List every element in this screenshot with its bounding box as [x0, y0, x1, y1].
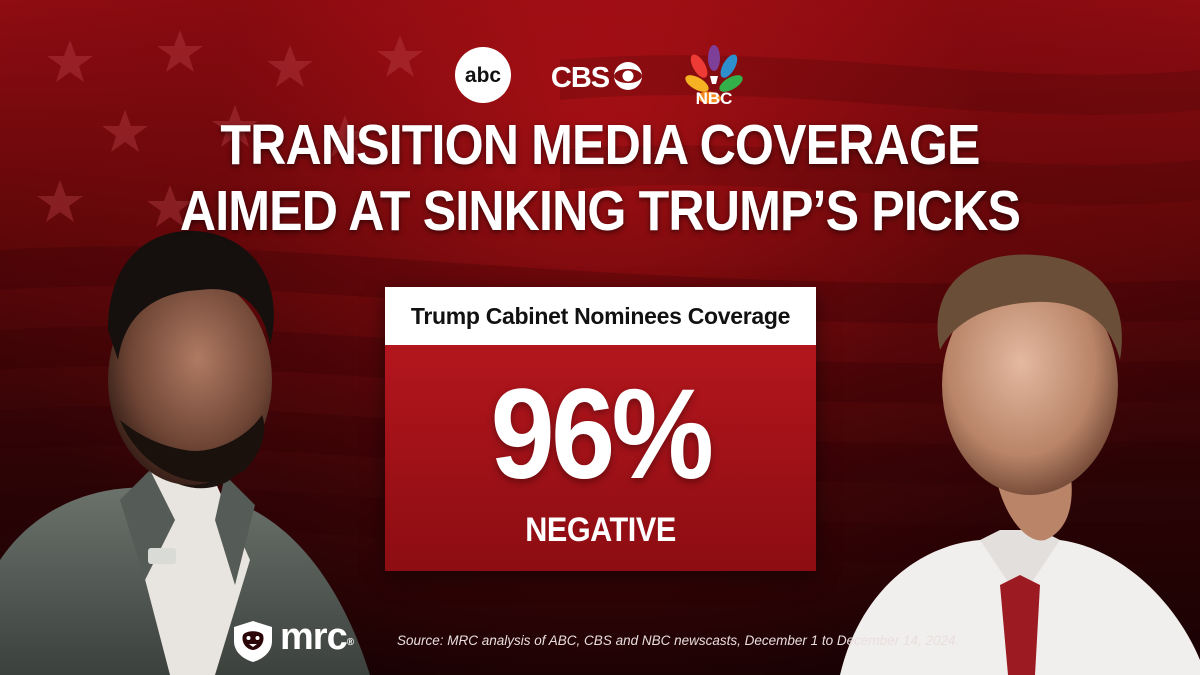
right-nominee-photo	[840, 254, 1200, 675]
stat-box: Trump Cabinet Nominees Coverage 96% NEGA…	[385, 287, 816, 571]
stat-body: 96% NEGATIVE	[385, 345, 816, 571]
left-nominee-photo	[0, 230, 370, 675]
stat-label: NEGATIVE	[525, 511, 676, 549]
headline-line-2: AIMED AT SINKING TRUMP’S PICKS	[179, 179, 1021, 243]
headline: TRANSITION MEDIA COVERAGE AIMED AT SINKI…	[72, 112, 1128, 244]
stat-title: Trump Cabinet Nominees Coverage	[385, 287, 816, 345]
nbc-peacock-icon	[685, 45, 743, 104]
nbc-logo-text: NBC	[696, 89, 733, 108]
cbs-logo-text: CBS	[551, 62, 610, 94]
headline-line-1: TRANSITION MEDIA COVERAGE	[220, 113, 980, 177]
registered-mark: ®	[346, 637, 354, 648]
source-note: Source: MRC analysis of ABC, CBS and NBC…	[397, 633, 960, 648]
mrc-bulldog-icon	[234, 621, 272, 662]
mrc-logo-text: mrc	[280, 616, 348, 658]
abc-logo-icon	[455, 47, 511, 103]
abc-logo-text: abc	[465, 64, 502, 87]
cbs-eye-icon	[614, 62, 642, 90]
mrc-logo: mrc®	[280, 616, 354, 658]
stat-value: 96%	[490, 363, 714, 506]
network-logos: abc CBS NBC	[455, 45, 743, 108]
